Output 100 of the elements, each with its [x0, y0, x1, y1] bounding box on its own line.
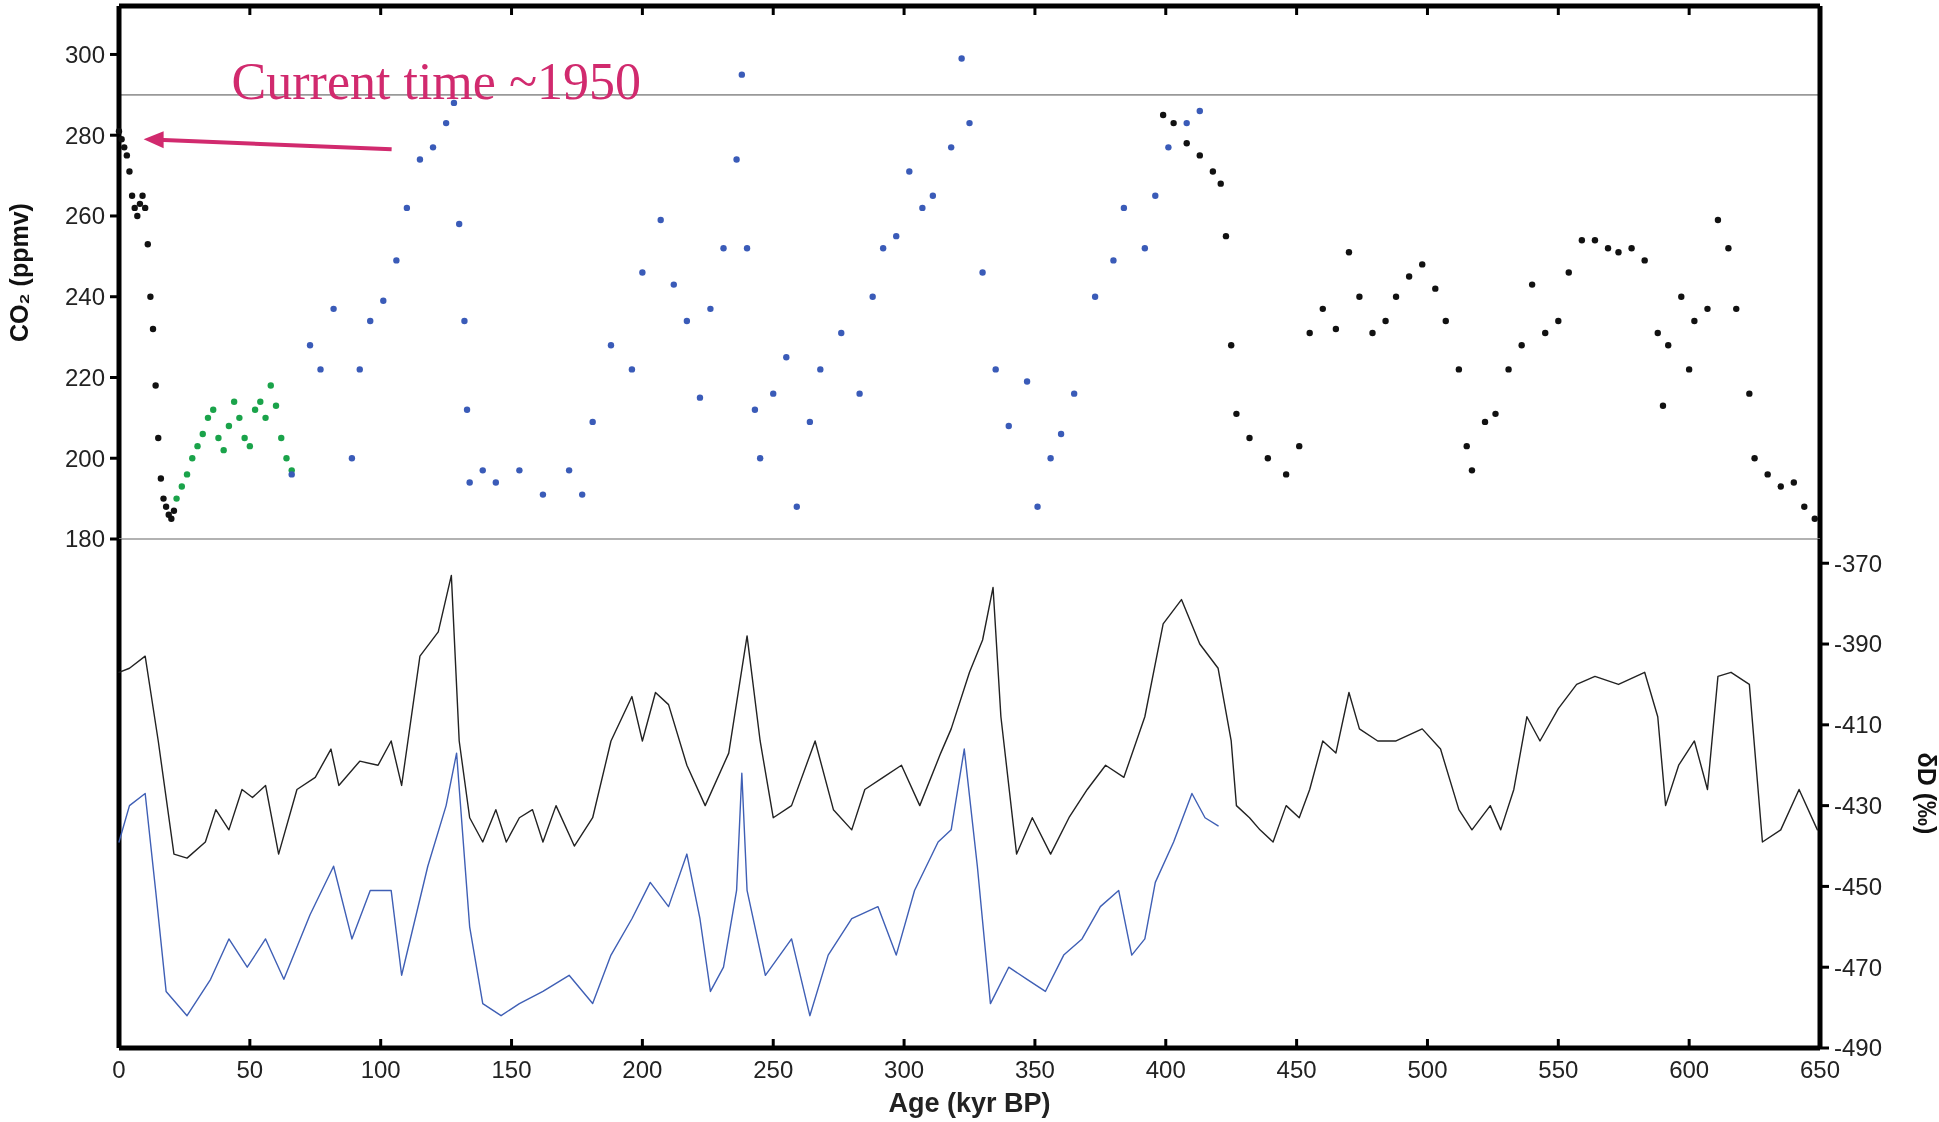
- x-tick-label: 0: [112, 1056, 126, 1083]
- point: [230, 398, 238, 405]
- point: [118, 136, 125, 143]
- y-tick-label: 200: [64, 444, 105, 472]
- point: [1751, 455, 1758, 462]
- point: [160, 495, 167, 502]
- point: [157, 475, 165, 482]
- point: [1196, 152, 1203, 159]
- y-tick-label: -430: [1834, 792, 1883, 820]
- point: [1777, 483, 1784, 490]
- point: [1296, 442, 1303, 450]
- point: [1233, 410, 1240, 418]
- point: [1492, 410, 1499, 418]
- point: [1691, 317, 1698, 325]
- point: [251, 406, 259, 413]
- point: [1481, 418, 1489, 426]
- point: [204, 414, 212, 422]
- point: [1528, 281, 1536, 288]
- point: [1578, 237, 1586, 244]
- y-tick-label: -370: [1834, 549, 1883, 577]
- y-tick-label: -450: [1834, 872, 1883, 900]
- point: [262, 414, 269, 422]
- point: [1790, 479, 1798, 486]
- point: [1746, 390, 1753, 397]
- point: [1733, 305, 1740, 313]
- point: [1764, 471, 1771, 478]
- x-tick-label: 600: [1669, 1056, 1710, 1083]
- point: [1591, 237, 1599, 244]
- point: [128, 192, 136, 199]
- point: [1518, 341, 1525, 349]
- point: [1565, 269, 1572, 276]
- line-series: [118, 574, 1819, 859]
- point: [1345, 249, 1353, 256]
- point: [126, 168, 133, 175]
- y-tick-label: 220: [64, 363, 105, 391]
- point: [1442, 317, 1449, 325]
- point: [168, 515, 175, 523]
- point: [115, 127, 123, 135]
- point: [236, 414, 243, 422]
- point: [210, 406, 217, 413]
- point: [1282, 471, 1290, 478]
- point: [1654, 329, 1661, 337]
- x-tick-label: 250: [753, 1056, 794, 1083]
- point: [141, 204, 149, 212]
- y-tick-label: -390: [1834, 630, 1883, 658]
- y-tick-label: 300: [64, 40, 105, 68]
- point: [162, 503, 170, 510]
- point: [1222, 232, 1230, 240]
- point: [1246, 434, 1253, 442]
- x-tick-label: 350: [1014, 1056, 1055, 1083]
- y-tick-label: 240: [64, 283, 105, 311]
- point: [1382, 317, 1389, 325]
- point: [1665, 341, 1672, 349]
- point: [1811, 515, 1818, 523]
- annotation: Current time ~1950: [231, 53, 642, 111]
- y-tick-label: -470: [1834, 953, 1883, 981]
- point: [1455, 366, 1463, 373]
- point: [131, 204, 138, 212]
- point: [1332, 325, 1340, 333]
- point: [1615, 249, 1622, 256]
- point: [215, 434, 222, 442]
- point: [246, 442, 254, 450]
- point: [136, 200, 144, 208]
- point: [139, 192, 146, 199]
- point: [272, 402, 280, 409]
- point: [144, 241, 151, 248]
- point: [147, 293, 154, 300]
- point: [173, 495, 180, 502]
- y-tick-label: 180: [64, 525, 105, 553]
- point: [267, 382, 274, 389]
- y-tick-label: 280: [64, 121, 105, 149]
- point: [225, 422, 233, 430]
- point: [1369, 329, 1376, 337]
- point: [1659, 402, 1667, 409]
- point: [1405, 273, 1413, 280]
- point: [123, 152, 131, 159]
- point: [1264, 455, 1272, 462]
- point: [1604, 245, 1612, 252]
- point: [178, 483, 186, 490]
- point: [1183, 140, 1190, 147]
- point: [1555, 317, 1562, 325]
- point: [1704, 305, 1711, 313]
- point: [155, 434, 162, 442]
- x-tick-label: 450: [1276, 1056, 1317, 1083]
- point: [1685, 366, 1693, 373]
- x-tick-label: 100: [360, 1056, 401, 1083]
- point: [1419, 261, 1426, 268]
- y-axis-title: δD (‰): [1913, 752, 1939, 835]
- point: [1227, 341, 1235, 349]
- point: [1714, 216, 1722, 224]
- point: [170, 507, 178, 514]
- y-axis-title: CO₂ (ppmv): [5, 203, 33, 342]
- point: [1463, 442, 1470, 450]
- x-tick-label: 550: [1538, 1056, 1579, 1083]
- point: [1306, 329, 1313, 337]
- point: [183, 471, 191, 478]
- point: [199, 430, 206, 438]
- line-series: [118, 748, 1219, 1017]
- point: [194, 442, 201, 450]
- point: [1678, 293, 1685, 300]
